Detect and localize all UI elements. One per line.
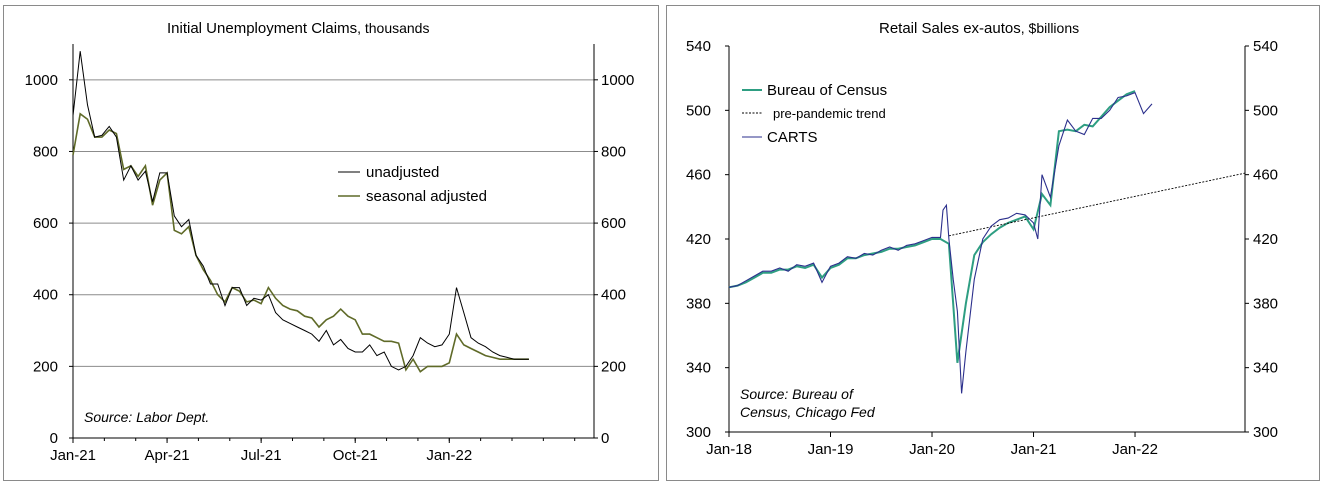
y-tick-label-left: 0: [50, 430, 58, 447]
chart-title-unit: , thousands: [357, 20, 430, 36]
y-tick-label-left: 500: [686, 102, 711, 119]
y-tick-label-left: 300: [686, 424, 711, 441]
y-tick-label-right: 300: [1253, 424, 1278, 441]
y-tick-label-right: 380: [1253, 295, 1278, 312]
chart-title: Initial Unemployment Claims, thousands: [167, 20, 429, 37]
y-tick-label-right: 200: [601, 358, 626, 375]
unemployment-claims-chart: Initial Unemployment Claims, thousands 0…: [3, 5, 659, 481]
y-tick-label-right: 340: [1253, 360, 1278, 377]
x-tick-label: Jan-22: [426, 447, 472, 464]
x-tick-label: Jan-21: [50, 447, 96, 464]
legend-label: unadjusted: [366, 164, 439, 181]
y-tick-label-left: 200: [33, 358, 58, 375]
y-tick-label-left: 800: [33, 143, 58, 160]
retail-sales-chart: Retail Sales ex-autos, $billions 300 300 3…: [666, 5, 1320, 481]
y-tick-label-right: 800: [601, 143, 626, 160]
x-tick-label: Jan-18: [706, 441, 752, 458]
x-tick-label: Jan-22: [1112, 441, 1158, 458]
y-tick-label-right: 0: [601, 430, 609, 447]
source-note: Source: Labor Dept.: [84, 409, 209, 425]
claims-plot: 0 0 200 200 400 400 600 600 800 800 1000 1000 Jan-21…: [25, 44, 634, 464]
source-note-line: Census, Chicago Fed: [740, 404, 876, 420]
x-tick-label: Jul-21: [241, 447, 282, 464]
retail-plot: 300 300 340 340 380 380 420 420 460 460 500 500 540 5…: [686, 38, 1278, 458]
y-tick-label-right: 600: [601, 215, 626, 232]
series-line-Bureau-of-Census: [728, 90, 1136, 363]
chart-title-unit: , $billions: [1020, 20, 1080, 36]
y-tick-label-left: 600: [33, 215, 58, 232]
y-tick-label-left: 460: [686, 167, 711, 184]
chart-title-text: Retail Sales ex-autos: [879, 20, 1021, 37]
y-tick-label-left: 340: [686, 360, 711, 377]
y-tick-label-right: 460: [1253, 167, 1278, 184]
chart-title-text: Initial Unemployment Claims: [167, 20, 358, 37]
legend-label: seasonal adjusted: [366, 188, 487, 205]
source-note-line: Source: Bureau of: [740, 386, 855, 402]
legend-label: pre-pandemic trend: [773, 106, 886, 121]
y-tick-label-left: 400: [33, 287, 58, 304]
series-line-seasonal-adjusted: [72, 112, 529, 373]
x-tick-label: Jan-20: [909, 441, 955, 458]
x-tick-label: Apr-21: [145, 447, 190, 464]
legend-label: Bureau of Census: [767, 82, 887, 99]
legend-label: CARTS: [767, 129, 818, 146]
x-tick-label: Jan-21: [1011, 441, 1057, 458]
y-tick-label-left: 540: [686, 38, 711, 55]
series-line-unadjusted: [72, 51, 529, 371]
y-tick-label-right: 500: [1253, 102, 1278, 119]
y-tick-label-right: 1000: [601, 72, 634, 89]
y-tick-label-left: 420: [686, 231, 711, 248]
y-tick-label-right: 400: [601, 287, 626, 304]
y-tick-label-right: 420: [1253, 231, 1278, 248]
chart-title: Retail Sales ex-autos, $billions: [879, 20, 1079, 37]
y-tick-label-left: 1000: [25, 72, 58, 89]
series-line-CARTS: [728, 91, 1153, 394]
x-tick-label: Jan-19: [808, 441, 854, 458]
y-tick-label-left: 380: [686, 295, 711, 312]
x-tick-label: Oct-21: [333, 447, 378, 464]
y-tick-label-right: 540: [1253, 38, 1278, 55]
series-line-pre-pandemic-trend: [948, 172, 1246, 237]
